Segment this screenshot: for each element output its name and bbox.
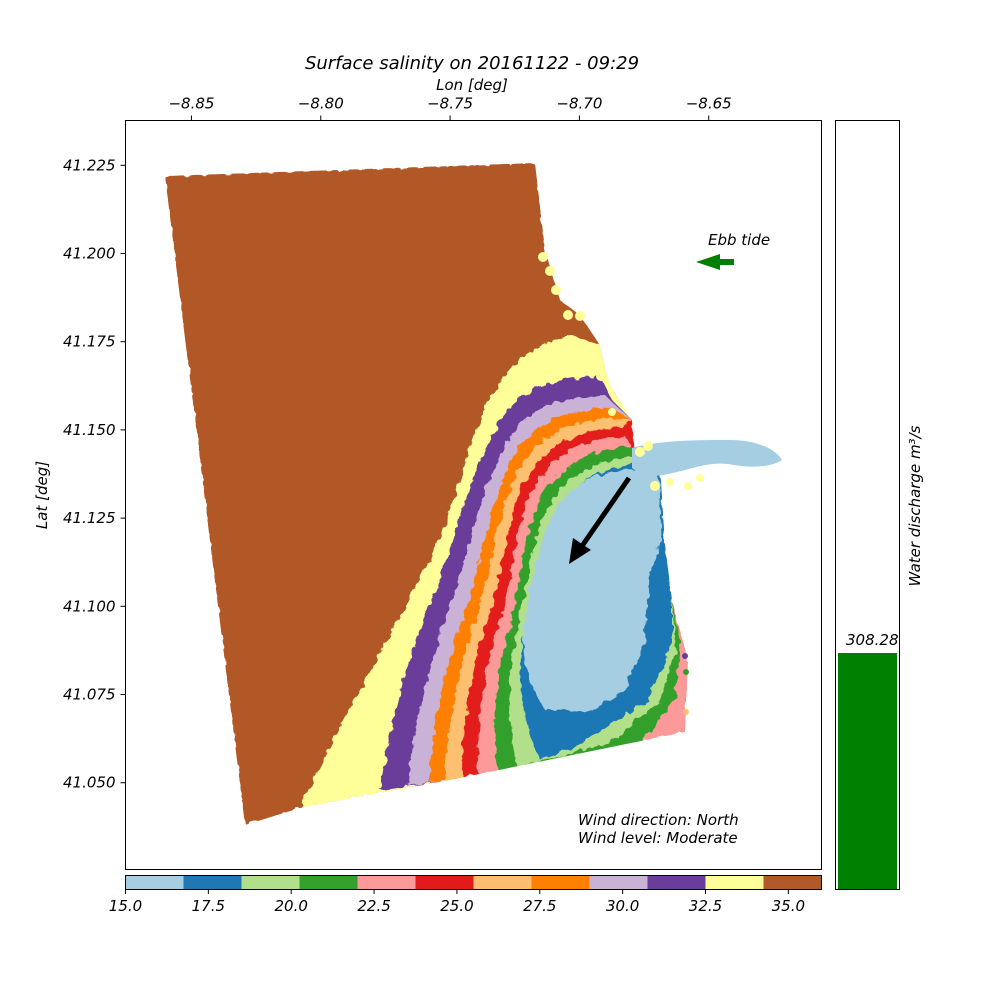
y-tick-label: 41.050 <box>63 774 116 792</box>
x-axis-label: Lon [deg] <box>436 76 508 94</box>
y-axis-ticks: 41.225 41.200 41.175 41.150 41.125 41.100 41.0… <box>63 156 126 792</box>
salinity-plume <box>165 163 688 825</box>
colorbar-tick-label: 15.0 <box>109 897 142 915</box>
colorbar-swatch <box>415 875 474 890</box>
colorbar-swatch <box>125 875 184 890</box>
colorbar-swatch <box>357 875 416 890</box>
x-tick-label: −8.85 <box>168 95 214 113</box>
discharge-bar <box>838 653 897 889</box>
colorbar-swatch <box>241 875 300 890</box>
river-mouth-speckles <box>538 252 704 715</box>
discharge-panel: 308.28 Water discharge m³/s <box>835 120 924 890</box>
river-channel <box>632 440 782 476</box>
discharge-value: 308.28 <box>846 631 899 649</box>
colorbar-swatch <box>299 875 358 890</box>
tide-arrow <box>696 254 734 270</box>
y-tick-label: 41.175 <box>63 333 116 351</box>
tide-label: Ebb tide <box>708 231 770 249</box>
x-tick-label: −8.75 <box>427 95 473 113</box>
y-tick-label: 41.200 <box>63 245 116 263</box>
x-tick-label: −8.65 <box>686 95 732 113</box>
y-tick-label: 41.125 <box>63 509 116 527</box>
colorbar-swatch <box>531 875 590 890</box>
colorbar-swatch <box>473 875 532 890</box>
salinity-band-15 <box>523 468 662 712</box>
colorbar-tick-label: 35.0 <box>772 897 805 915</box>
map-frame <box>125 120 822 870</box>
colorbar-swatch <box>183 875 242 890</box>
colorbar-tick-label: 20.0 <box>275 897 308 915</box>
colorbar-swatch <box>647 875 706 890</box>
wind-arrow <box>569 476 632 564</box>
colorbar-tick-label: 32.5 <box>689 897 722 915</box>
colorbar-swatch <box>763 875 822 890</box>
map-area: Ebb tide Wind direction: North Wind leve… <box>63 95 822 870</box>
wind-level-label: Wind level: Moderate <box>578 829 738 847</box>
discharge-frame <box>835 120 900 890</box>
y-axis-label: Lat [deg] <box>33 461 51 529</box>
colorbar-tick-label: 27.5 <box>523 897 556 915</box>
y-tick-label: 41.225 <box>63 156 116 174</box>
colorbar-swatch <box>705 875 764 890</box>
x-tick-label: −8.80 <box>298 95 344 113</box>
x-axis-ticks: −8.85 −8.80 −8.75 −8.70 −8.65 <box>168 95 732 121</box>
x-tick-label: −8.70 <box>556 95 602 113</box>
wind-direction-label: Wind direction: North <box>578 811 739 829</box>
discharge-label: Water discharge m³/s <box>906 425 924 586</box>
chart-title: Surface salinity on 20161122 - 09:29 <box>305 53 639 74</box>
colorbar: 15.0 17.5 20.0 22.5 25.0 27.5 30.0 32.5 35.0 <box>109 875 822 915</box>
colorbar-tick-label: 30.0 <box>606 897 639 915</box>
y-tick-label: 41.150 <box>63 421 116 439</box>
colorbar-tick-label: 22.5 <box>357 897 390 915</box>
y-tick-label: 41.075 <box>63 686 116 704</box>
colorbar-tick-label: 25.0 <box>440 897 473 915</box>
colorbar-tick-label: 17.5 <box>192 897 225 915</box>
colorbar-swatch <box>589 875 648 890</box>
y-tick-label: 41.100 <box>63 597 116 615</box>
